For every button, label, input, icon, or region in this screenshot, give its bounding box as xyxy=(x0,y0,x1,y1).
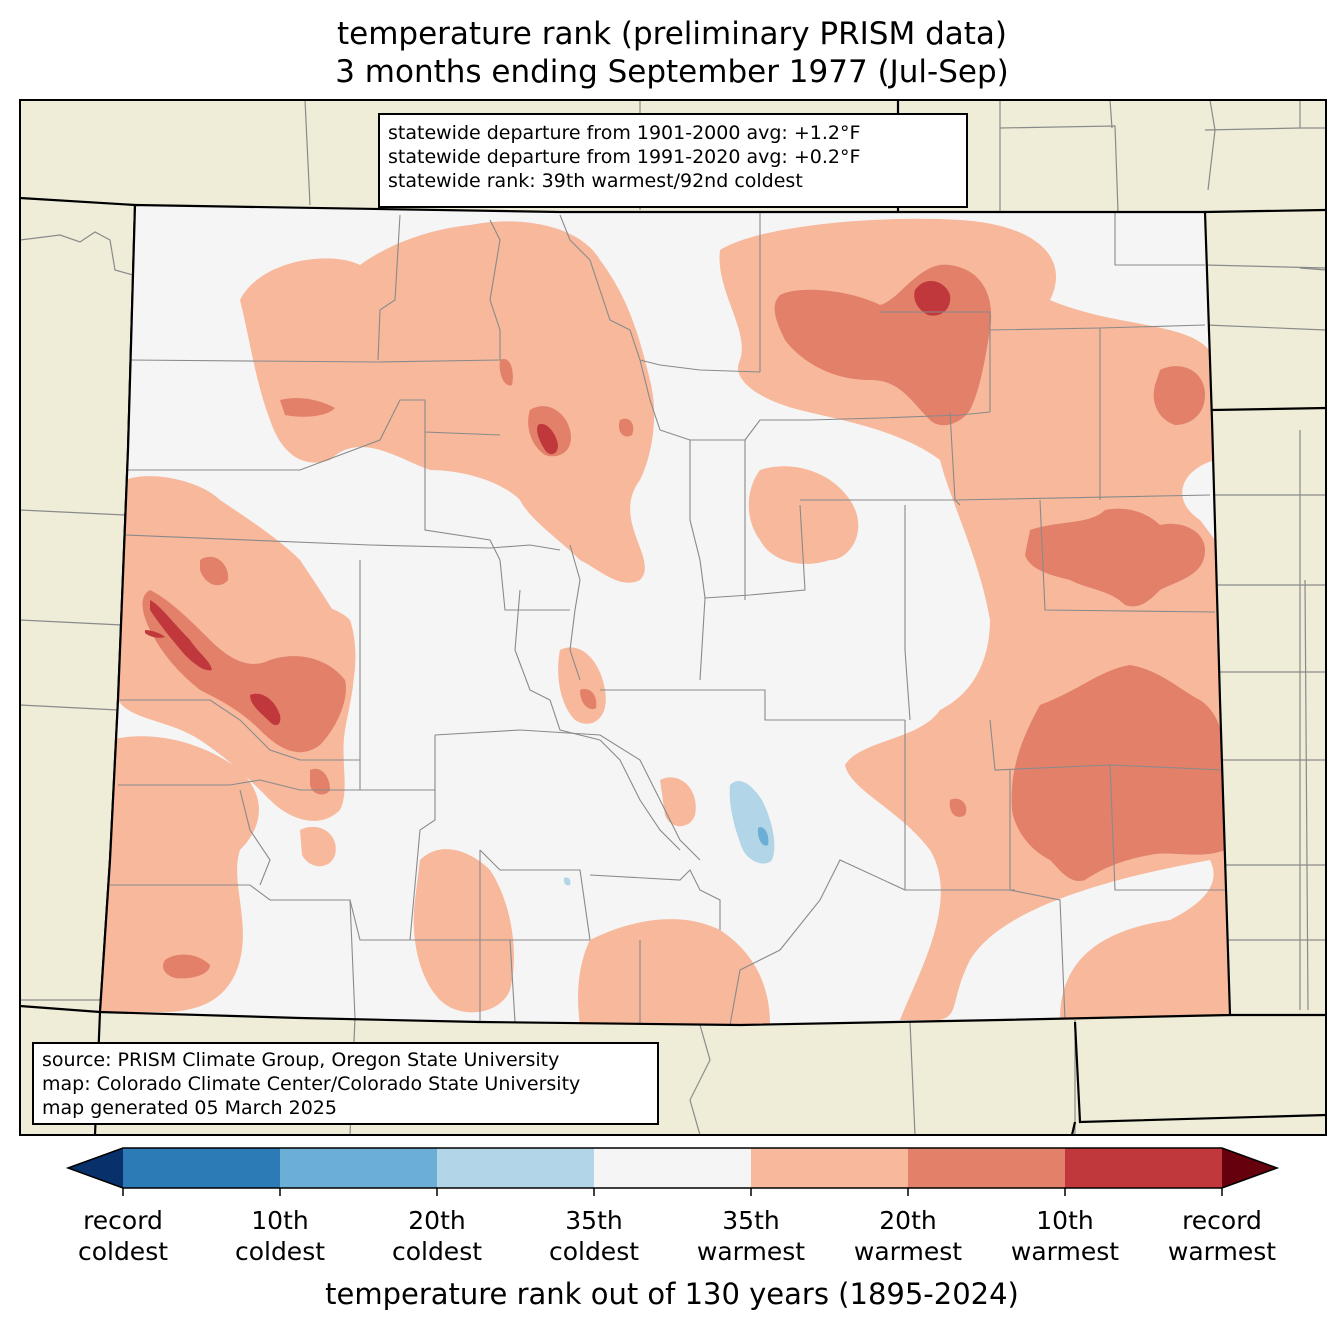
colorbar-tick-label-line1: record xyxy=(83,1206,163,1235)
colorbar-tick-label-line2: warmest xyxy=(853,1237,963,1266)
map-title-line2: 3 months ending September 1977 (Jul-Sep) xyxy=(335,54,1009,90)
colorbar xyxy=(65,1147,1280,1196)
colorbar-segment xyxy=(123,1148,280,1188)
rank-shading xyxy=(100,205,1230,1025)
colorado-border xyxy=(98,203,1232,1027)
colorbar-tick-label: 20th coldest xyxy=(347,1205,527,1267)
colorbar-segment xyxy=(594,1148,751,1188)
county-lines xyxy=(110,212,1228,1025)
stats-departure-1991: statewide departure from 1991-2020 avg: … xyxy=(388,146,861,168)
colorbar-tick-label-line1: 20th xyxy=(879,1206,937,1235)
map-frame xyxy=(19,99,1327,1136)
colorbar-tick-label-line1: 35th xyxy=(722,1206,780,1235)
colorbar-tick-label-line2: warmest xyxy=(1010,1237,1120,1266)
colorbar-tick-label: record coldest xyxy=(33,1205,213,1267)
map-title-line1: temperature rank (preliminary PRISM data… xyxy=(336,16,1007,52)
colorbar-segment xyxy=(751,1148,908,1188)
colorbar-tick-label: 10th coldest xyxy=(190,1205,370,1267)
source-box: source: PRISM Climate Group, Oregon Stat… xyxy=(32,1042,659,1125)
colorbar-axis-label: temperature rank out of 130 years (1895-… xyxy=(325,1277,1019,1311)
very-warm-areas xyxy=(145,280,951,726)
colorbar-segment xyxy=(1065,1148,1222,1188)
map-credit-line: map: Colorado Climate Center/Colorado St… xyxy=(42,1073,581,1095)
colorbar-tick-label-line2: coldest xyxy=(234,1237,326,1266)
colorbar-tick-label-line2: warmest xyxy=(696,1237,806,1266)
colorbar-tick-label-line2: coldest xyxy=(548,1237,640,1266)
colorbar-tick-label-line1: record xyxy=(1182,1206,1262,1235)
colorbar-tick-label-line1: 20th xyxy=(408,1206,466,1235)
colorbar-tick-label-line1: 10th xyxy=(1036,1206,1094,1235)
colorbar-tick-label: record warmest xyxy=(1132,1205,1312,1267)
colorbar-tick-label-line1: 10th xyxy=(251,1206,309,1235)
stats-departure-1901: statewide departure from 1901-2000 avg: … xyxy=(388,122,861,144)
colorbar-tick-label: 10th warmest xyxy=(975,1205,1155,1267)
cool-areas xyxy=(563,780,775,886)
colorbar-segment xyxy=(908,1148,1065,1188)
colorbar-tick-label-line2: coldest xyxy=(391,1237,483,1266)
warm-areas xyxy=(142,264,1225,979)
generated-date-line: map generated 05 March 2025 xyxy=(42,1097,337,1119)
colorbar-extend-cold xyxy=(68,1148,123,1188)
colorbar-segment xyxy=(437,1148,594,1188)
colorbar-extend-warm xyxy=(1222,1148,1277,1188)
colorbar-tick-label-line2: coldest xyxy=(77,1237,169,1266)
colorbar-tick-label: 35th warmest xyxy=(661,1205,841,1267)
source-line: source: PRISM Climate Group, Oregon Stat… xyxy=(42,1049,560,1071)
colorbar-tick-label: 35th coldest xyxy=(504,1205,684,1267)
statewide-stats-box: statewide departure from 1901-2000 avg: … xyxy=(378,113,968,208)
colorbar-tick-label-line2: warmest xyxy=(1167,1237,1277,1266)
colorbar-tick-label-line1: 35th xyxy=(565,1206,623,1235)
neighbor-county-lines xyxy=(20,100,1326,1135)
stats-rank: statewide rank: 39th warmest/92nd coldes… xyxy=(388,170,803,192)
colorbar-tick-label: 20th warmest xyxy=(818,1205,998,1267)
colorbar-segment xyxy=(280,1148,437,1188)
